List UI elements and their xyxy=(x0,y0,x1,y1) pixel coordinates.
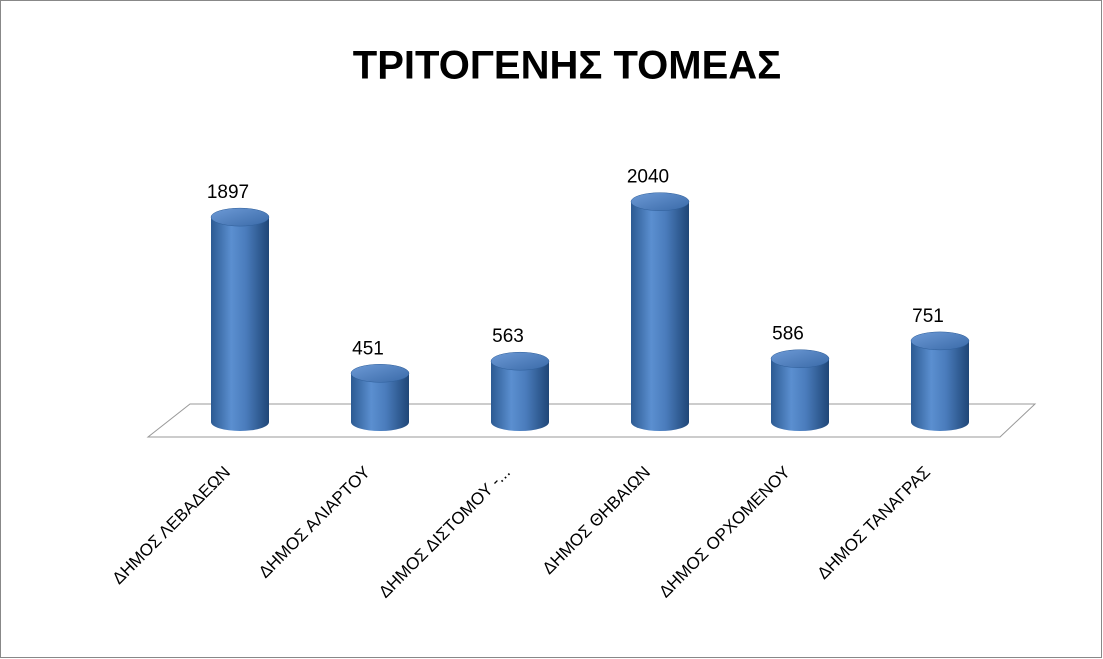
chart-title: ΤΡΙΤΟΓΕΝΗΣ ΤΟΜΕΑΣ xyxy=(353,44,781,88)
bar xyxy=(910,331,970,431)
bar xyxy=(490,351,550,431)
floor xyxy=(146,403,1037,438)
bar xyxy=(350,364,410,431)
bar-top xyxy=(490,351,550,371)
value-label: 451 xyxy=(352,338,384,359)
value-label: 2040 xyxy=(627,167,669,188)
bar-body xyxy=(211,217,269,431)
bar xyxy=(210,207,270,431)
bar xyxy=(630,192,690,431)
bar-top xyxy=(910,331,970,351)
value-label: 1897 xyxy=(207,182,249,203)
value-label: 751 xyxy=(912,306,944,327)
bar-body xyxy=(351,373,409,431)
bar-body xyxy=(631,201,689,431)
bar xyxy=(770,349,830,431)
bar-body xyxy=(911,340,969,431)
bar-body xyxy=(491,361,549,431)
value-label: 563 xyxy=(492,326,524,347)
bar-top xyxy=(210,207,270,227)
bar-top xyxy=(770,349,830,368)
value-label: 586 xyxy=(772,324,804,345)
bar-body xyxy=(771,358,829,431)
bar-top xyxy=(630,192,690,211)
bar-top xyxy=(350,364,410,383)
